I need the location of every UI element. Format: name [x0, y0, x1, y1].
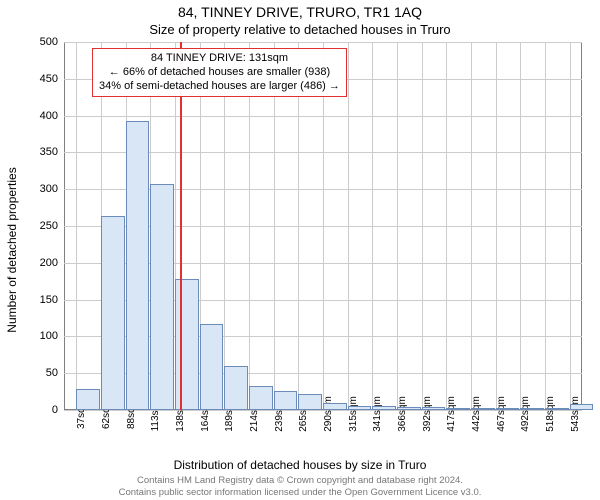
histogram-bar — [348, 406, 372, 410]
annotation-line: 34% of semi-detached houses are larger (… — [99, 80, 340, 94]
gridline-v — [422, 42, 423, 410]
chart-container: 84, TINNEY DRIVE, TRURO, TR1 1AQ Size of… — [0, 0, 600, 500]
gridline-v — [76, 42, 77, 410]
x-tick-label: 442sqm — [471, 396, 482, 432]
x-tick-label: 341sqm — [372, 396, 383, 432]
gridline-v — [520, 42, 521, 410]
x-tick-label: 315sqm — [348, 396, 359, 432]
footer-line-1: Contains HM Land Registry data © Crown c… — [0, 475, 600, 486]
histogram-bar — [224, 366, 248, 410]
y-tick-label: 200 — [40, 257, 58, 269]
histogram-bar — [249, 386, 273, 410]
gridline-v — [372, 42, 373, 410]
histogram-bar — [520, 408, 544, 410]
chart-title-main: 84, TINNEY DRIVE, TRURO, TR1 1AQ — [0, 4, 600, 20]
y-tick-label: 100 — [40, 330, 58, 342]
y-tick-label: 350 — [40, 146, 58, 158]
y-tick-label: 500 — [40, 36, 58, 48]
gridline-v — [446, 42, 447, 410]
histogram-bar — [422, 407, 446, 410]
gridline-v — [397, 42, 398, 410]
x-tick-label: 543sqm — [570, 396, 581, 432]
y-tick-label: 0 — [52, 404, 58, 416]
chart-title-sub: Size of property relative to detached ho… — [0, 22, 600, 37]
y-tick-label: 300 — [40, 183, 58, 195]
histogram-bar — [175, 279, 199, 410]
annotation-line: ← 66% of detached houses are smaller (93… — [99, 66, 340, 80]
histogram-bar — [446, 408, 470, 410]
x-tick-label: 492sqm — [520, 396, 531, 432]
gridline-v — [570, 42, 571, 410]
histogram-bar — [200, 324, 224, 410]
histogram-bar — [570, 404, 594, 410]
footer-line-2: Contains public sector information licen… — [0, 487, 600, 498]
annotation-box: 84 TINNEY DRIVE: 131sqm← 66% of detached… — [92, 48, 347, 97]
histogram-bar — [545, 408, 569, 410]
x-tick-label: 518sqm — [545, 396, 556, 432]
x-tick-label: 467sqm — [496, 396, 507, 432]
x-axis-label: Distribution of detached houses by size … — [0, 458, 600, 472]
x-tick-label: 392sqm — [422, 396, 433, 432]
gridline-v — [545, 42, 546, 410]
histogram-bar — [76, 389, 100, 410]
histogram-bar — [372, 406, 396, 410]
x-tick-label: 417sqm — [446, 396, 457, 432]
y-tick-label: 50 — [46, 367, 58, 379]
histogram-bar — [397, 407, 421, 410]
plot-area: 05010015020025030035040045050037sqm62sqm… — [64, 42, 582, 410]
gridline-v — [348, 42, 349, 410]
histogram-bar — [496, 408, 520, 410]
y-tick-label: 150 — [40, 294, 58, 306]
footer-credits: Contains HM Land Registry data © Crown c… — [0, 475, 600, 498]
x-tick-label: 290sqm — [323, 396, 334, 432]
x-tick-label: 366sqm — [397, 396, 408, 432]
histogram-bar — [150, 184, 174, 410]
histogram-bar — [471, 408, 495, 410]
y-axis-label: Number of detached properties — [5, 167, 19, 332]
y-tick-label: 450 — [40, 73, 58, 85]
annotation-line: 84 TINNEY DRIVE: 131sqm — [99, 52, 340, 66]
gridline-v — [471, 42, 472, 410]
gridline-v — [496, 42, 497, 410]
histogram-bar — [274, 391, 298, 410]
histogram-bar — [323, 403, 347, 410]
y-tick-label: 250 — [40, 220, 58, 232]
histogram-bar — [126, 121, 150, 410]
y-tick-label: 400 — [40, 110, 58, 122]
histogram-bar — [298, 394, 322, 410]
histogram-bar — [101, 216, 125, 410]
